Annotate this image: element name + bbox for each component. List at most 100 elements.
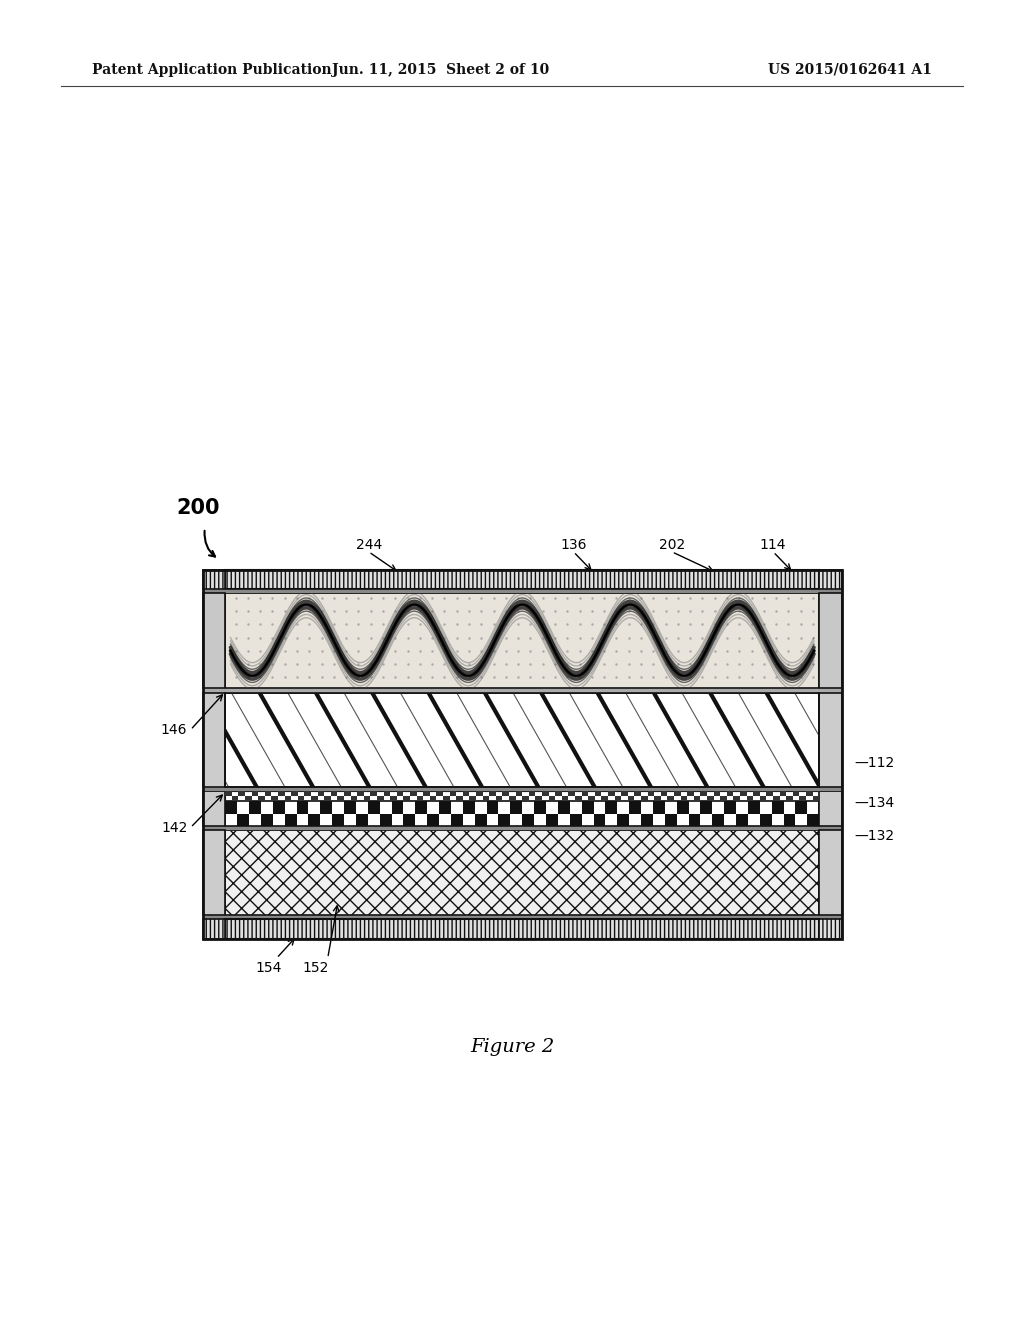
Text: Figure 2: Figure 2 (470, 1038, 554, 1056)
Bar (436, 791, 443, 796)
Bar (397, 791, 403, 796)
Bar (549, 796, 555, 801)
Bar (687, 791, 694, 796)
Bar (443, 796, 450, 801)
Bar (819, 693, 842, 787)
Bar (457, 796, 463, 801)
Bar (476, 791, 482, 796)
Bar (688, 813, 700, 826)
Bar (727, 791, 733, 796)
Bar (796, 801, 807, 813)
Bar (331, 791, 338, 796)
Bar (562, 796, 568, 801)
Bar (641, 813, 653, 826)
Bar (304, 791, 311, 796)
Bar (568, 791, 575, 796)
Bar (463, 791, 469, 796)
Bar (677, 801, 688, 813)
Text: —132: —132 (854, 829, 894, 842)
Bar (417, 796, 423, 801)
Bar (558, 801, 569, 813)
Bar (368, 801, 380, 813)
Bar (748, 801, 760, 813)
Bar (311, 796, 317, 801)
Text: 136: 136 (560, 537, 587, 552)
Text: 200: 200 (176, 498, 219, 519)
Bar (622, 791, 628, 796)
Bar (707, 796, 714, 801)
Bar (608, 791, 614, 796)
Bar (588, 796, 595, 801)
Bar (522, 813, 535, 826)
Bar (338, 796, 344, 801)
Bar (660, 791, 668, 796)
Bar (252, 791, 258, 796)
Bar (225, 791, 819, 801)
Bar (617, 813, 629, 826)
Bar (806, 791, 813, 796)
Bar (332, 813, 344, 826)
Bar (575, 796, 582, 801)
Bar (489, 791, 496, 796)
Bar (203, 593, 225, 688)
Bar (203, 791, 225, 826)
Bar (522, 796, 528, 801)
Bar (499, 813, 510, 826)
Bar (555, 791, 562, 796)
Bar (475, 813, 486, 826)
Bar (225, 570, 819, 589)
Bar (766, 791, 773, 796)
Bar (298, 796, 304, 801)
Bar (225, 693, 819, 787)
Text: 154: 154 (255, 961, 282, 975)
Bar (736, 813, 748, 826)
Bar (203, 570, 842, 939)
Bar (819, 791, 842, 826)
Bar (249, 801, 261, 813)
Bar (427, 813, 439, 826)
Bar (439, 801, 451, 813)
Bar (760, 796, 766, 801)
Bar (724, 801, 736, 813)
Bar (463, 801, 475, 813)
Bar (321, 801, 332, 813)
Bar (203, 589, 842, 593)
Bar (203, 826, 842, 830)
Text: —112: —112 (854, 756, 894, 770)
Text: 244: 244 (355, 537, 382, 552)
Bar (665, 813, 677, 826)
Bar (245, 796, 252, 801)
Bar (403, 796, 410, 801)
Bar (364, 796, 371, 801)
Bar (595, 791, 601, 796)
Bar (510, 801, 522, 813)
Bar (203, 915, 842, 919)
Bar (350, 796, 357, 801)
Text: —134: —134 (854, 796, 894, 809)
Bar (496, 796, 503, 801)
Bar (317, 791, 325, 796)
Bar (451, 813, 463, 826)
Bar (819, 830, 842, 915)
Bar (582, 801, 594, 813)
Bar (423, 791, 430, 796)
Bar (482, 796, 489, 801)
Bar (740, 791, 746, 796)
Bar (629, 801, 641, 813)
Bar (516, 791, 522, 796)
Bar (779, 791, 786, 796)
Text: Patent Application Publication: Patent Application Publication (92, 63, 332, 77)
Bar (800, 796, 806, 801)
Bar (390, 796, 397, 801)
Bar (231, 796, 239, 801)
Bar (681, 796, 687, 801)
Bar (225, 791, 231, 796)
Bar (503, 791, 509, 796)
Bar (509, 796, 516, 801)
Bar (285, 813, 297, 826)
Bar (225, 693, 819, 787)
Bar (653, 801, 665, 813)
Bar (783, 813, 796, 826)
Bar (380, 813, 391, 826)
Bar (384, 791, 390, 796)
